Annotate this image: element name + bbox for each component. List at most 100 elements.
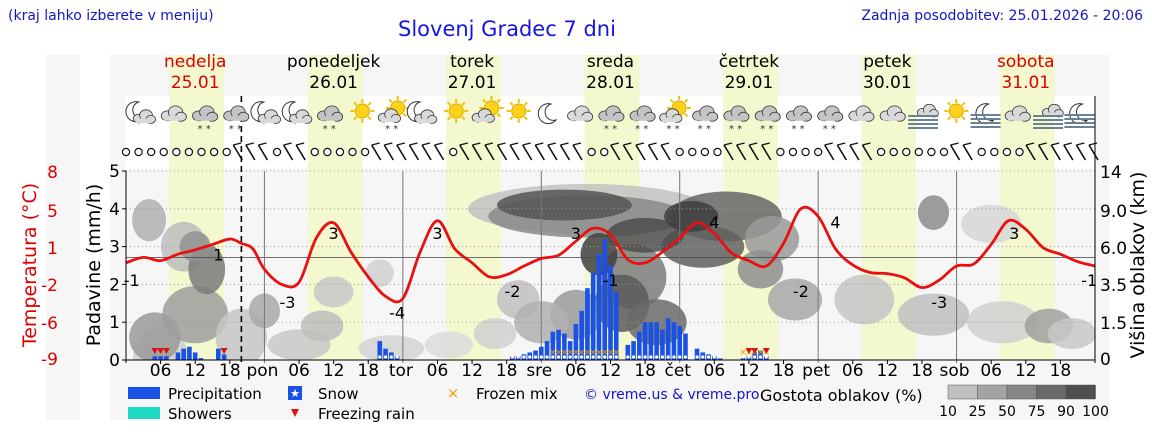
wind-barb bbox=[496, 142, 508, 161]
wind-barb bbox=[484, 142, 495, 161]
snow-marker bbox=[539, 355, 543, 359]
snow-marker bbox=[528, 355, 532, 359]
calm-circle bbox=[688, 147, 697, 157]
cloud-snow-icon: * * bbox=[598, 105, 625, 135]
calm-circle bbox=[990, 147, 999, 157]
calm-circle bbox=[310, 147, 319, 157]
frozen-mix-marker: × bbox=[584, 348, 592, 358]
last-update: Zadnja posodobitev: 25.01.2026 - 20:06 bbox=[861, 8, 1143, 24]
precip-bar bbox=[198, 358, 204, 360]
hour-tick-label: 18 bbox=[1050, 361, 1072, 381]
hour-tick-label: 06 bbox=[980, 361, 1002, 381]
frozen-mix-marker: × bbox=[601, 348, 609, 358]
cloud-height-tick-label: 0 bbox=[1100, 350, 1111, 370]
frozen-mix-marker: × bbox=[612, 348, 620, 358]
wind-barb bbox=[735, 142, 747, 161]
day-name: nedelja bbox=[164, 52, 227, 72]
temperature-tick-label: 8 bbox=[47, 163, 58, 183]
cloud-icon bbox=[132, 109, 157, 124]
cloud-patch bbox=[1047, 318, 1095, 349]
calm-circle bbox=[788, 147, 798, 157]
sun-cloud-snow-icon: * * bbox=[659, 96, 692, 135]
legend-swatch bbox=[288, 386, 302, 400]
density-swatch bbox=[977, 384, 1008, 400]
precip-bar bbox=[717, 358, 723, 360]
sun-icon bbox=[944, 99, 969, 123]
cloud-icon bbox=[754, 105, 781, 122]
snow-marker bbox=[695, 355, 699, 359]
legend-item: Freezing rain bbox=[291, 405, 415, 423]
snowflake-icon: * * bbox=[791, 124, 804, 135]
day-header: sobota 31.01 bbox=[971, 52, 1081, 94]
calm-circle bbox=[184, 147, 194, 157]
temperature-label: 3 bbox=[571, 224, 581, 243]
calm-circle bbox=[348, 147, 357, 157]
hour-tick-label: 18 bbox=[773, 361, 795, 381]
cloud-patch bbox=[358, 335, 425, 360]
credit[interactable]: © vreme.us & vreme.pro bbox=[584, 387, 760, 403]
snow-marker bbox=[591, 355, 595, 359]
temperature-label: -3 bbox=[280, 293, 296, 312]
wind-barb bbox=[572, 142, 583, 161]
temperature-tick-label: -6 bbox=[41, 314, 58, 334]
legend-swatch bbox=[128, 387, 160, 399]
precip-bar bbox=[192, 352, 198, 360]
legend: Precipitation Showers ★ Snow Freezing rain × F… bbox=[128, 384, 1109, 423]
legend-label: Freezing rain bbox=[318, 405, 415, 423]
cloud-snow-icon: * * bbox=[817, 105, 844, 135]
fog-icon bbox=[1033, 103, 1064, 129]
legend-item: Precipitation bbox=[128, 385, 262, 403]
wind-barb bbox=[962, 142, 973, 161]
snow-marker bbox=[741, 355, 745, 359]
temperature-line bbox=[125, 205, 1096, 304]
cloud-height-tick-label: 3.5 bbox=[1100, 276, 1127, 296]
precip-bar bbox=[602, 239, 608, 360]
sun-cloud-sleet-icon: * * bbox=[377, 96, 410, 135]
precip-tick-label: 0 bbox=[109, 351, 120, 371]
precip-bar bbox=[533, 350, 538, 360]
cloud-icon bbox=[257, 109, 282, 124]
wind-barb bbox=[622, 142, 634, 161]
calm-circle bbox=[700, 147, 710, 157]
cloud-snow-icon: * * bbox=[785, 105, 812, 135]
snow-marker bbox=[545, 355, 549, 359]
moon-icon bbox=[537, 103, 558, 125]
hour-tick-label: 18 bbox=[357, 361, 379, 381]
hour-tick-label: 06 bbox=[565, 361, 587, 381]
left-gutter bbox=[46, 55, 80, 420]
precip-bar bbox=[573, 324, 579, 360]
hour-tick-label: 12 bbox=[738, 361, 760, 381]
calm-circle bbox=[323, 147, 332, 157]
precip-bar bbox=[187, 346, 192, 360]
wind-barb bbox=[635, 142, 646, 161]
calm-circle bbox=[448, 147, 458, 157]
hour-tick-label: 06 bbox=[427, 361, 449, 381]
day-abbr-label: sre bbox=[526, 361, 552, 381]
cloud-patch bbox=[132, 199, 167, 242]
snow-marker bbox=[597, 355, 601, 359]
hour-tick-label: 18 bbox=[219, 361, 241, 381]
snow-marker bbox=[626, 355, 630, 359]
cloud-height-tick-label: 14 bbox=[1100, 163, 1122, 183]
day-date: 26.01 bbox=[309, 73, 358, 93]
hour-tick-label: 06 bbox=[704, 361, 726, 381]
fog-icon bbox=[1064, 114, 1095, 128]
wind-barb bbox=[1037, 142, 1049, 161]
sun-cloud-icon bbox=[471, 96, 504, 123]
location-hint[interactable]: (kraj lahko izberete v meniju) bbox=[8, 8, 214, 24]
snow-marker bbox=[580, 355, 584, 359]
calm-circle bbox=[222, 147, 231, 157]
precip-bar bbox=[550, 331, 556, 360]
precip-bar bbox=[215, 348, 221, 360]
day-name: torek bbox=[450, 52, 495, 72]
day-date: 30.01 bbox=[863, 73, 912, 93]
sun-icon bbox=[350, 99, 375, 123]
wind-barb bbox=[433, 142, 445, 161]
snow-marker bbox=[706, 355, 711, 359]
cloud-icon bbox=[817, 105, 844, 122]
legend-label: Precipitation bbox=[168, 385, 262, 403]
cloud-icon bbox=[289, 109, 313, 124]
density-label: 10 bbox=[939, 404, 957, 420]
snow-marker bbox=[551, 355, 555, 359]
